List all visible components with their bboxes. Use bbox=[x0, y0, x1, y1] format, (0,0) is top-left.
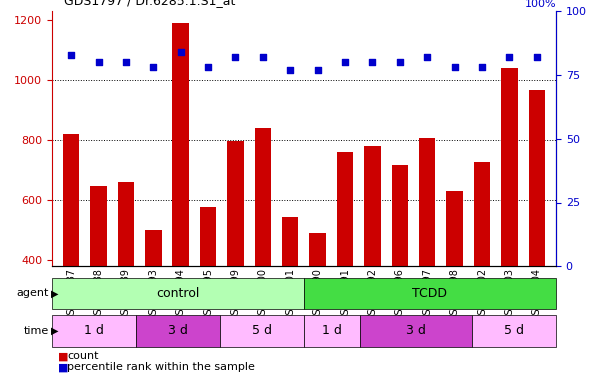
Bar bbox=[472, 315, 556, 347]
Text: ▶: ▶ bbox=[51, 326, 59, 336]
Point bbox=[395, 59, 404, 65]
Point bbox=[368, 59, 378, 65]
Bar bbox=[419, 138, 436, 375]
Point bbox=[121, 59, 131, 65]
Bar bbox=[447, 190, 463, 375]
Bar bbox=[364, 146, 381, 375]
Bar bbox=[255, 128, 271, 375]
Bar bbox=[392, 165, 408, 375]
Bar bbox=[63, 134, 79, 375]
Text: 5 d: 5 d bbox=[504, 324, 524, 338]
Bar bbox=[90, 186, 107, 375]
Text: agent: agent bbox=[16, 288, 49, 298]
Bar bbox=[360, 315, 472, 347]
Point bbox=[203, 64, 213, 70]
Text: 1 d: 1 d bbox=[322, 324, 342, 338]
Point bbox=[230, 54, 240, 60]
Point bbox=[313, 67, 323, 73]
Point bbox=[66, 52, 76, 58]
Bar bbox=[282, 217, 299, 375]
Bar bbox=[52, 278, 304, 309]
Text: percentile rank within the sample: percentile rank within the sample bbox=[67, 363, 255, 372]
Bar bbox=[200, 207, 216, 375]
Point bbox=[93, 59, 103, 65]
Point bbox=[285, 67, 295, 73]
Point bbox=[477, 64, 487, 70]
Bar bbox=[172, 23, 189, 375]
Point bbox=[422, 54, 432, 60]
Bar bbox=[118, 182, 134, 375]
Text: ■: ■ bbox=[57, 363, 68, 372]
Text: count: count bbox=[67, 351, 99, 361]
Text: control: control bbox=[156, 287, 200, 300]
Text: 3 d: 3 d bbox=[406, 324, 426, 338]
Point bbox=[148, 64, 158, 70]
Text: ▶: ▶ bbox=[51, 288, 59, 298]
Bar bbox=[337, 152, 353, 375]
Bar bbox=[309, 233, 326, 375]
Text: 3 d: 3 d bbox=[168, 324, 188, 338]
Bar bbox=[501, 68, 518, 375]
Bar bbox=[52, 315, 136, 347]
Bar bbox=[304, 315, 360, 347]
Text: time: time bbox=[24, 326, 49, 336]
Text: 5 d: 5 d bbox=[252, 324, 272, 338]
Text: 1 d: 1 d bbox=[84, 324, 104, 338]
Bar bbox=[304, 278, 556, 309]
Point bbox=[176, 49, 186, 55]
Bar bbox=[474, 162, 490, 375]
Bar bbox=[136, 315, 220, 347]
Point bbox=[450, 64, 459, 70]
Bar bbox=[529, 90, 545, 375]
Text: 100%: 100% bbox=[524, 0, 556, 9]
Text: GDS1797 / Dr.6285.1.S1_at: GDS1797 / Dr.6285.1.S1_at bbox=[64, 0, 235, 8]
Point bbox=[340, 59, 350, 65]
Bar bbox=[227, 141, 244, 375]
Bar bbox=[220, 315, 304, 347]
Bar bbox=[145, 230, 161, 375]
Point bbox=[258, 54, 268, 60]
Point bbox=[532, 54, 542, 60]
Text: ■: ■ bbox=[57, 351, 68, 361]
Text: TCDD: TCDD bbox=[412, 287, 447, 300]
Point bbox=[505, 54, 514, 60]
